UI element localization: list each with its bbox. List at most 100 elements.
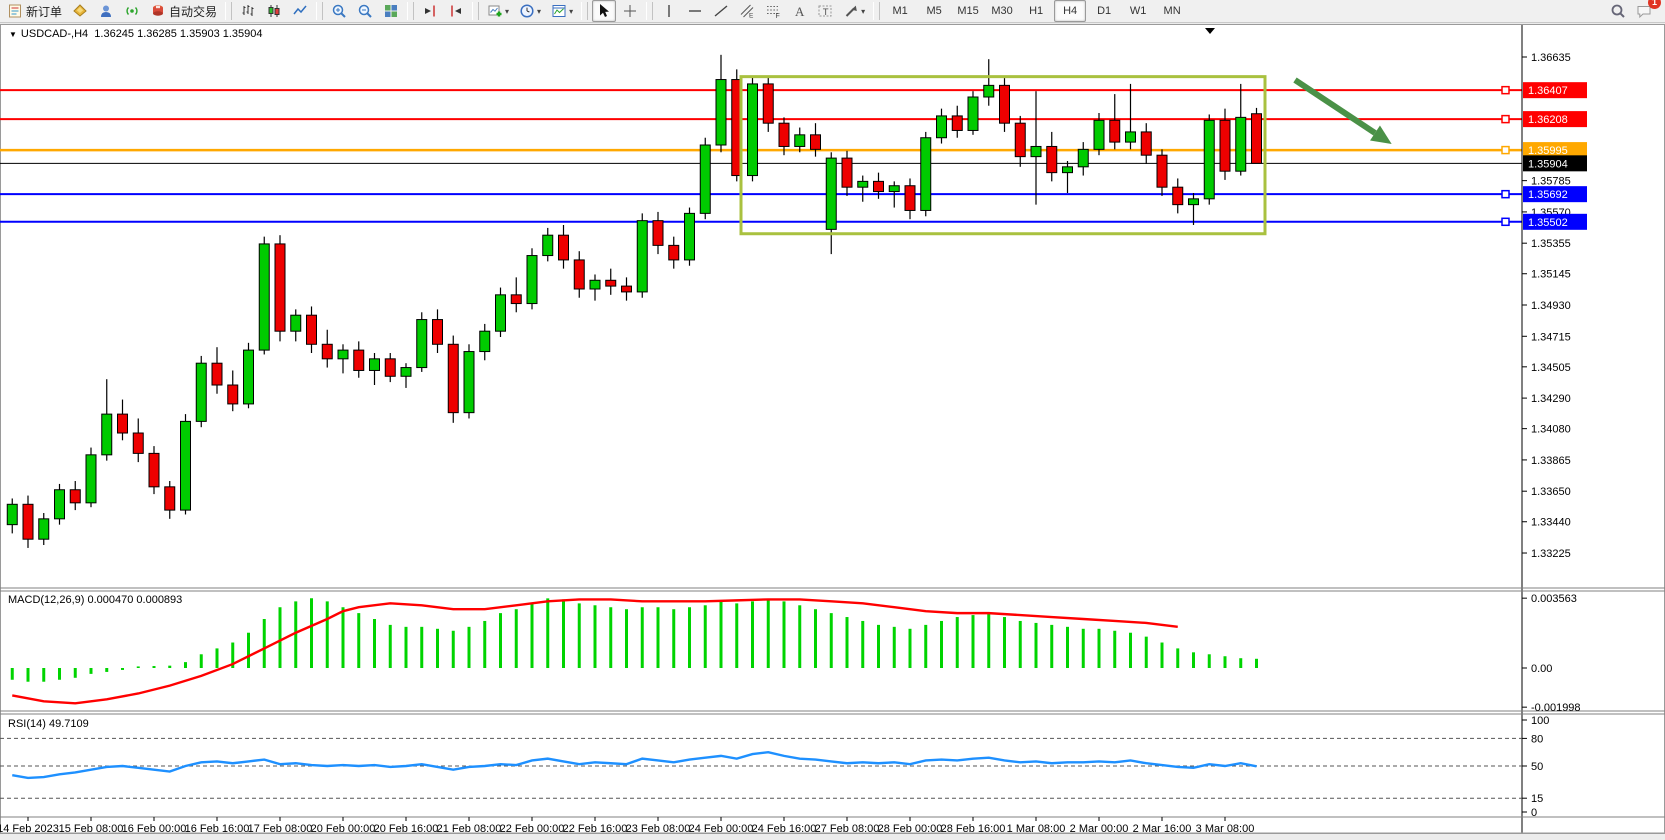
support-line-2-handle[interactable] <box>1501 217 1510 227</box>
time-tick-label: 27 Feb 08:00 <box>815 823 880 835</box>
autotrading-button[interactable]: 自动交易 <box>146 0 221 22</box>
resistance-line-1-handle[interactable] <box>1501 85 1510 95</box>
price-tick-label: 1.33650 <box>1531 486 1571 498</box>
candlestick-chart-button[interactable] <box>262 0 286 22</box>
resistance-line-2-handle[interactable] <box>1501 114 1510 124</box>
line-chart-button[interactable] <box>288 0 312 22</box>
candle-body <box>778 122 790 147</box>
toolbar-separator <box>472 2 480 20</box>
horizontal-line-button[interactable] <box>683 0 707 22</box>
candle-body <box>1203 119 1215 200</box>
candle-body <box>101 413 113 456</box>
candle-body <box>684 212 695 261</box>
time-tick-label: 22 Feb 00:00 <box>500 823 565 835</box>
toolbar-separator <box>646 2 654 20</box>
label-button[interactable]: T <box>813 0 837 22</box>
timeframe-m15-button[interactable]: M15 <box>952 0 984 22</box>
rsi-tick-label: 0 <box>1531 807 1537 819</box>
time-tick-label: 20 Feb 16:00 <box>374 823 439 835</box>
label-t-icon: T <box>817 3 833 19</box>
periods-button[interactable]: ▾ <box>515 0 545 22</box>
symbol-dropdown-icon[interactable]: ▼ <box>9 30 17 39</box>
auto-scroll-button[interactable] <box>444 0 468 22</box>
candle-body <box>54 489 65 520</box>
templates-button[interactable]: ▾ <box>547 0 577 22</box>
pivot-line-handle[interactable] <box>1501 145 1510 155</box>
timeframe-m15-button-label: M15 <box>957 5 979 17</box>
candle-body <box>227 384 239 405</box>
fibonacci-button[interactable]: F <box>761 0 785 22</box>
time-tick-label: 16 Feb 16:00 <box>185 823 250 835</box>
timeframe-w1-button[interactable]: W1 <box>1122 0 1154 22</box>
text-button[interactable]: A <box>787 0 811 22</box>
trend-arrow-line[interactable] <box>1293 77 1377 136</box>
resistance-line-2-price-badge-text: 1.36208 <box>1528 114 1568 126</box>
rsi-tick-label: 50 <box>1531 761 1543 773</box>
consolidation-box[interactable] <box>739 75 1267 236</box>
toolbar: 新订单 自动交易 ▾ ▾ ▾ E F A T ▾ M1 M5 M15 M30 H1 H4 D1 W1 MN 1 <box>0 0 1665 23</box>
timeframe-m1-button[interactable]: M1 <box>884 0 916 22</box>
timeframe-d1-button[interactable]: D1 <box>1088 0 1120 22</box>
candle-body <box>6 503 18 526</box>
candle-body <box>164 486 176 511</box>
timeframe-h1-button[interactable]: H1 <box>1020 0 1052 22</box>
new-order-button[interactable]: 新订单 <box>3 0 66 22</box>
cursor-button[interactable] <box>592 0 617 22</box>
time-tick-label: 14 Feb 2023 <box>0 823 59 835</box>
chart-canvas: 1.366351.357851.355701.353551.351451.349… <box>0 24 1665 835</box>
bar-chart-button[interactable] <box>236 0 260 22</box>
chart-shift-marker[interactable] <box>1205 28 1215 34</box>
line-chart-icon <box>292 3 308 19</box>
trend-arrow-head[interactable] <box>1370 125 1392 145</box>
candle-body <box>463 351 475 414</box>
candle-body <box>904 185 916 211</box>
chart-title: ▼ USDCAD-,H4 1.36245 1.36285 1.35903 1.35… <box>9 28 263 40</box>
trendline-button[interactable] <box>709 0 733 22</box>
candle-body <box>274 243 286 332</box>
macd-tick-label: 0.003563 <box>1531 593 1577 605</box>
timeframe-h4-button[interactable]: H4 <box>1054 0 1087 22</box>
price-tick-label: 1.36635 <box>1531 52 1571 64</box>
search-button[interactable] <box>1606 0 1630 22</box>
candle-body <box>306 314 317 345</box>
channel-button[interactable]: E <box>735 0 759 22</box>
main-price-panel <box>0 54 1522 548</box>
timeframe-mn-button-label: MN <box>1163 5 1181 17</box>
candle-body <box>1219 119 1231 172</box>
arrows-button[interactable]: ▾ <box>839 0 869 22</box>
candle-body <box>432 319 443 345</box>
candle-body <box>888 185 900 193</box>
new-chart-button[interactable]: ▾ <box>483 0 513 22</box>
tile-windows-icon <box>383 3 399 19</box>
candle-body <box>195 362 207 422</box>
auto-scroll-icon <box>448 3 464 19</box>
tile-windows-button[interactable] <box>379 0 403 22</box>
clock-icon <box>519 3 535 19</box>
time-tick-label: 24 Feb 16:00 <box>752 823 817 835</box>
timeframe-m30-button[interactable]: M30 <box>986 0 1018 22</box>
timeframe-mn-button[interactable]: MN <box>1156 0 1188 22</box>
svg-text:A: A <box>795 4 805 19</box>
support-button[interactable] <box>94 0 118 22</box>
vertical-line-button[interactable] <box>657 0 681 22</box>
candle-body <box>841 157 853 188</box>
candle-body <box>180 420 191 511</box>
autotrading-icon <box>150 3 166 19</box>
notifications-button[interactable]: 1 <box>1632 0 1661 22</box>
support-line-1-handle[interactable] <box>1501 189 1510 199</box>
timeframe-m5-button[interactable]: M5 <box>918 0 950 22</box>
zoom-in-button[interactable] <box>327 0 351 22</box>
support-line-2-price-badge-text: 1.35502 <box>1528 217 1568 229</box>
zoom-out-button[interactable] <box>353 0 377 22</box>
time-tick-label: 28 Feb 16:00 <box>941 823 1006 835</box>
price-tick-label: 1.33225 <box>1531 548 1571 560</box>
time-tick-label: 2 Mar 00:00 <box>1070 823 1129 835</box>
price-tick-label: 1.34930 <box>1531 300 1571 312</box>
signals-button[interactable] <box>120 0 144 22</box>
candle-body <box>1235 116 1247 172</box>
gold-button[interactable] <box>68 0 92 22</box>
cursor-icon <box>596 3 612 19</box>
crosshair-button[interactable] <box>618 0 642 22</box>
new-order-button-label: 新订单 <box>26 4 63 19</box>
chart-shift-button[interactable] <box>418 0 442 22</box>
